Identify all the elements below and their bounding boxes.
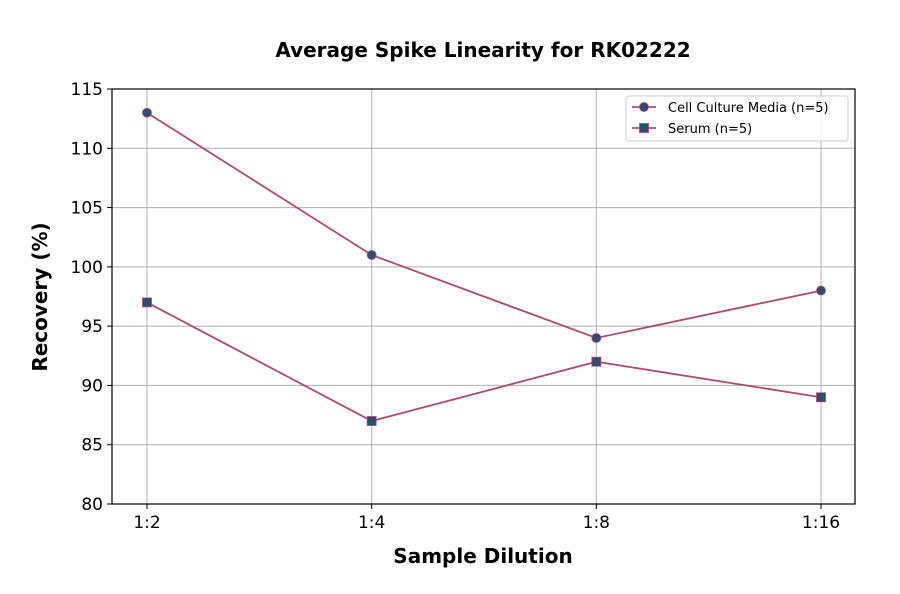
y-tick-label: 115	[71, 80, 103, 100]
legend-box	[625, 95, 849, 142]
data-point	[366, 416, 377, 426]
data-point	[591, 333, 602, 343]
y-tick-label: 85	[81, 436, 103, 456]
legend-marker	[639, 123, 649, 133]
x-axis-label: Sample Dilution	[393, 544, 572, 568]
x-tick-label: 1:8	[583, 513, 610, 533]
x-tick-label: 1:4	[358, 513, 385, 533]
y-axis-label: Recovery (%)	[28, 222, 52, 371]
plot-frame	[111, 88, 856, 505]
y-tick-label: 90	[81, 376, 103, 396]
series-line-0	[146, 111, 822, 339]
data-point	[816, 392, 826, 403]
y-tick-label: 95	[81, 317, 103, 337]
legend-marker	[639, 102, 649, 112]
data-point	[142, 297, 152, 308]
chart-title: Average Spike Linearity for RK02222	[275, 38, 690, 62]
x-tick-label: 1:16	[802, 513, 840, 533]
legend: Cell Culture Media (n=5) Serum (n=5)	[625, 95, 849, 142]
x-tick-label: 1:2	[133, 513, 160, 533]
data-point	[816, 285, 826, 296]
y-tick-label: 80	[81, 495, 103, 515]
series-line-1	[146, 301, 822, 422]
data-point	[366, 250, 377, 260]
data-point	[591, 356, 602, 367]
y-tick-label: 100	[71, 258, 103, 278]
y-tick-label: 105	[71, 199, 103, 219]
y-tick-label: 110	[71, 139, 103, 159]
legend-label: Cell Culture Media (n=5)	[668, 101, 829, 116]
data-point	[142, 107, 152, 118]
legend-label: Serum (n=5)	[668, 122, 752, 137]
